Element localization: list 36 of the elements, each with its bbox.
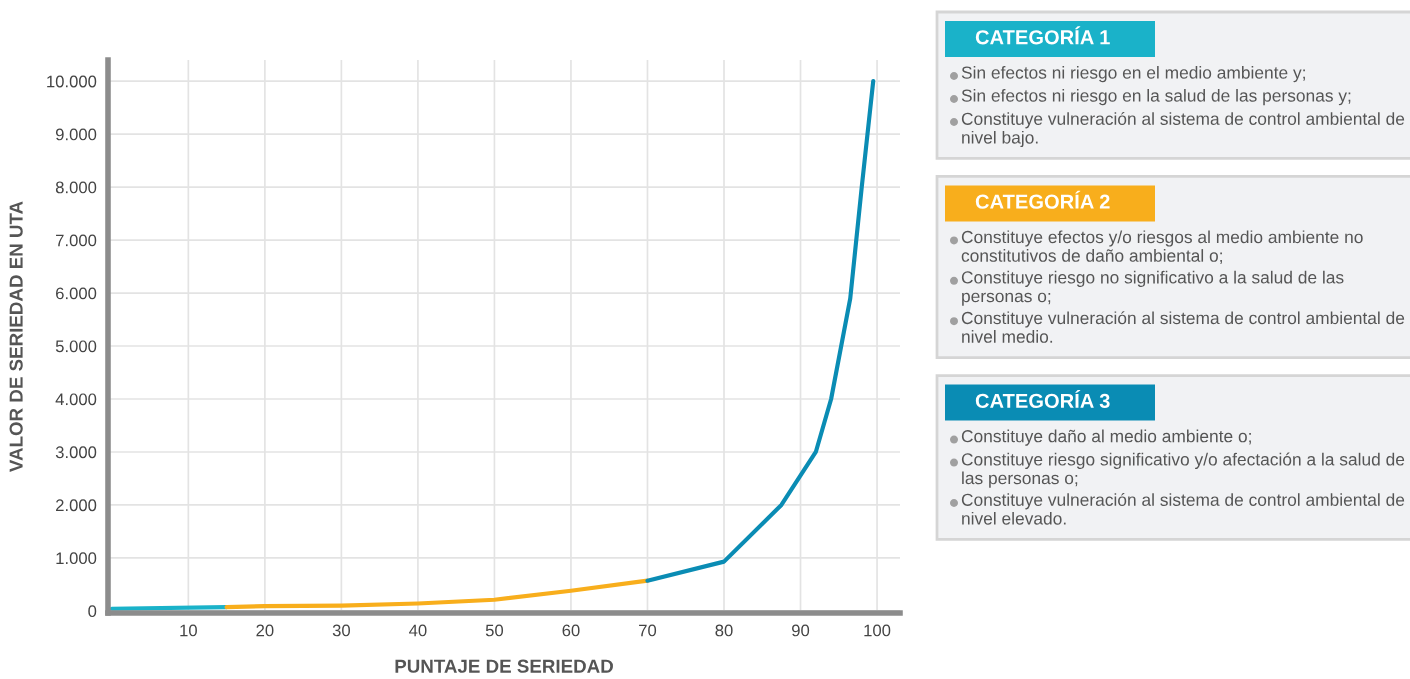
x-tick-label: 100 — [864, 624, 891, 637]
y-tick-label: 4.000 — [55, 393, 97, 406]
y-tick-label: 9.000 — [55, 128, 97, 141]
text: Sin efectos ni riesgo en el medio ambiente y; — [961, 66, 1305, 83]
y-tick-label: 10.000 — [47, 75, 97, 88]
text: CATEGORÍA 1 — [975, 26, 1110, 45]
y-tick-label: 0 — [88, 605, 97, 618]
y-tick-label: 8.000 — [55, 181, 97, 194]
text: CATEGORÍA 2 — [975, 190, 1110, 209]
y-tick-label: 5.000 — [55, 340, 97, 353]
y-tick-label: 1.000 — [56, 552, 97, 565]
y-axis-title: VALOR DE SERIEDAD EN UTA — [9, 201, 23, 472]
x-tick-label: 80 — [715, 624, 733, 637]
text: Constituye daño al medio ambiente o; — [961, 429, 1251, 446]
y-tick-label: 3.000 — [55, 446, 97, 459]
text: Constituye riesgo no significativo a la salud de las personas o; — [961, 270, 1344, 306]
x-tick-label: 50 — [485, 624, 504, 637]
y-tick-label: 6.000 — [56, 287, 97, 300]
text: Constituye riesgo significativo y/o afectación a la salud de las personas o; — [961, 452, 1405, 488]
x-tick-label: 20 — [256, 624, 274, 637]
x-tick-label: 90 — [792, 624, 810, 637]
text: Constituye efectos y/o riesgos al medio ambiente no constitutivos de daño ambiental o; — [961, 230, 1363, 264]
text: CATEGORÍA 3 — [975, 389, 1110, 409]
text: Constituye vulneración al sistema de control ambiental de nivel bajo. — [961, 112, 1405, 148]
x-axis-title: PUNTAJE DE SERIEDAD — [395, 659, 613, 673]
x-tick-label: 60 — [562, 624, 580, 637]
text: Sin efectos ni riesgo en la salud de las personas y; — [961, 89, 1351, 106]
text: Constituye vulneración al sistema de control ambiental de nivel elevado. — [961, 493, 1405, 525]
text: Constituye vulneración al sistema de control ambiental de nivel medio. — [961, 311, 1405, 343]
x-tick-label: 70 — [639, 624, 657, 637]
x-tick-label: 30 — [332, 624, 351, 637]
y-tick-label: 7.000 — [56, 234, 97, 247]
y-tick-label: 2.000 — [56, 499, 97, 512]
x-tick-label: 10 — [180, 624, 197, 637]
line-series — [645, 79, 876, 583]
x-tick-label: 40 — [409, 624, 427, 637]
